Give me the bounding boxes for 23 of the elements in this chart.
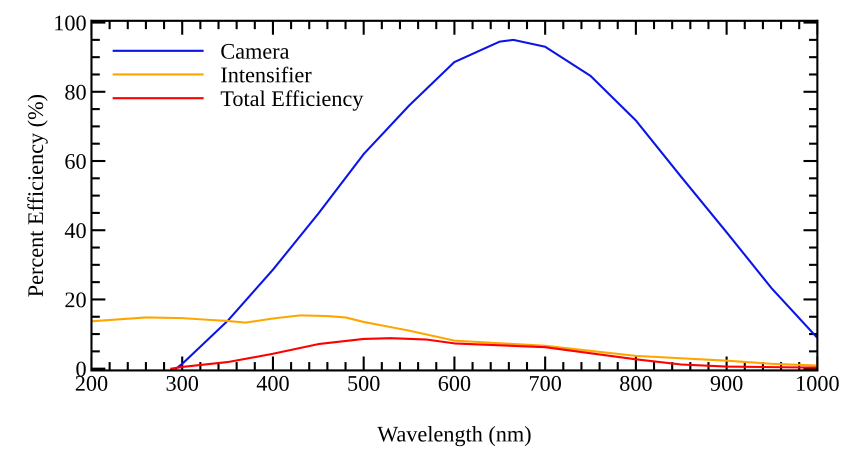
legend-label: Camera [221,44,290,59]
y-tick-label: 0 [76,362,86,377]
legend-label: Total Efficiency [220,90,364,111]
x-tick-label: 800 [620,376,652,391]
x-tick-label: 200 [76,376,108,391]
legend-label: Intensifier [221,66,312,82]
y-tick-label: 100 [55,16,86,30]
y-tick-label: 40 [64,223,86,238]
line-series [170,337,818,370]
x-tick-label: 400 [256,376,289,391]
x-tick-label: 900 [710,376,742,391]
x-axis-title: Wavelength (nm) [377,426,531,446]
y-axis-title: Percent Efficiency (%) [27,94,48,297]
line-series [174,38,818,370]
y-tick-label: 20 [65,292,86,308]
line-series [91,314,818,367]
y-tick-label: 60 [65,154,86,169]
x-tick-label: 700 [530,376,561,391]
x-tick-label: 500 [348,376,380,391]
x-tick-label: 1000 [797,376,839,391]
y-tick-label: 80 [65,84,86,100]
x-tick-label: 300 [166,376,198,391]
x-tick-label: 600 [438,376,470,391]
